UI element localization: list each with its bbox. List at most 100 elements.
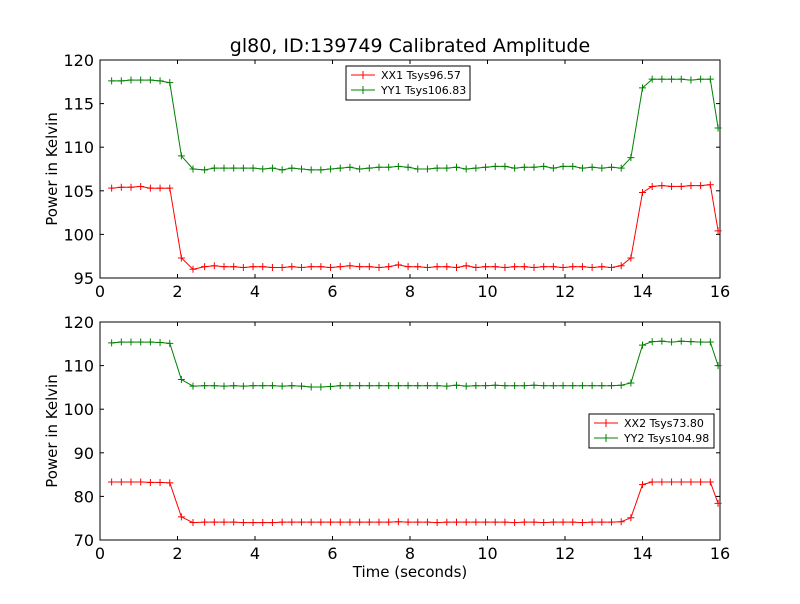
top-series-yy-point [201,166,209,174]
bottom-y-tick-label: 70 [74,531,94,550]
top-series-yy-point [177,152,185,160]
top-series-yy-point [540,162,548,170]
top-series-yy-point [443,164,451,172]
bottom-series-xx-point [668,478,676,486]
top-series-xx-point [598,263,606,271]
bottom-series-yy-point [491,381,499,389]
bottom-series-xx-point [117,478,125,486]
bottom-series-xx-point [559,518,567,526]
bottom-series-xx-point [658,478,666,486]
top-y-tick-label: 120 [63,51,94,70]
bottom-series-xx-point [598,518,606,526]
top-series-xx-point [239,264,247,272]
top-series-yy-point [166,79,174,87]
bottom-series-xx-point [137,478,145,486]
bottom-series-yy-point [298,382,305,390]
bottom-series-xx-point [298,518,305,526]
bottom-series-yy-point [588,382,596,390]
top-series-yy-point [278,166,286,174]
bottom-series-yy-point [511,382,519,390]
x-axis-label: Time (seconds) [352,563,468,581]
bottom-series-yy-point [443,382,451,390]
top-legend-box [345,65,471,101]
bottom-series-xx-point [268,519,276,527]
bottom-series-yy-point [210,382,218,390]
top-series-yy-point [156,77,164,85]
bottom-series-yy-point [617,381,625,389]
top-series-xx-point [137,182,145,190]
top-y-tick-label: 110 [63,138,94,157]
top-series-xx-point [177,254,185,262]
bottom-series-yy-point [687,338,695,346]
bottom-series-xx-point [317,518,325,526]
bottom-series-xx-point [230,518,238,526]
bottom-series-xx-point [166,479,174,487]
top-series-xx-point [530,264,538,272]
bottom-series-yy-point [530,381,538,389]
top-series-yy-point [375,163,383,171]
top-series-yy-point [307,166,315,174]
bottom-series-xx-point [511,519,519,527]
bottom-series-yy-point [375,382,383,390]
top-series-xx-point [714,227,722,235]
top-series-xx-point [433,263,441,271]
top-series-xx-point [317,263,325,271]
top-series-yy-point [414,165,422,173]
bottom-series-yy-point [249,382,257,390]
top-series-yy-point [327,165,335,173]
bottom-series-xx-point [472,518,480,526]
bottom-series-yy-point [259,382,267,390]
bottom-series-yy-point [520,382,528,390]
bottom-series-xx-point [627,514,635,522]
bottom-series-yy-point [201,382,209,390]
bottom-series-yy-point [230,382,238,390]
bottom-series-xx-point [443,518,451,526]
top-ticks: 0 2 4 6 8 10 12 14 16 95 100 105 110 115 120 [63,51,730,301]
bottom-y-axis-label: Power in Kelvin [43,374,61,488]
bottom-series-xx-point [210,518,218,526]
top-series-xx-point [146,184,154,192]
top-legend-xx1-label: XX1 Tsys96.57 [381,69,461,82]
bottom-series-yy-point [336,382,344,390]
bottom-series-yy-point [549,382,557,390]
bottom-series-yy-point [404,382,412,390]
top-series-xx-point [336,263,344,271]
bottom-series-xx-point [588,518,596,526]
bottom-series-yy-point [189,382,197,390]
bottom-ticks: 0 2 4 6 8 10 12 14 16 70 80 90 100 110 120 [63,313,730,563]
top-series-xx-point [491,263,499,271]
top-x-tick-label: 6 [327,282,337,301]
bottom-series-yy-point [608,382,615,390]
bottom-series-xx-point [220,518,228,526]
bottom-series-yy-point [569,382,577,390]
top-series-xx-point [346,262,354,270]
top-series-xx-point [697,182,705,190]
top-series-yy-point [501,162,509,170]
top-series-xx-point [658,182,666,190]
top-series-yy-point [627,154,635,162]
bottom-series-xx-point [385,518,393,526]
top-series-xx-point [278,264,286,272]
bottom-series-xx-point [423,518,431,526]
top-series-yy-point [239,164,247,172]
bottom-series-xx-point [578,519,586,527]
top-x-tick-label: 16 [710,282,730,301]
top-x-tick-label: 8 [405,282,415,301]
bottom-series-xx-point [336,518,344,526]
top-x-tick-label: 14 [632,282,652,301]
top-series-yy-point [288,164,296,172]
bottom-series-xx-point [307,518,315,526]
top-series-xx-point [559,264,567,272]
top-series-yy-point [433,164,441,172]
top-series-yy-point [578,164,586,172]
top-series-yy-point [559,162,567,170]
top-series-xx-point [404,263,412,271]
top-y-tick-label: 105 [63,182,94,201]
top-legend-yy1-label: YY1 Tsys106.83 [380,84,466,97]
bottom-series-yy-point [639,341,646,349]
top-series-xx-point [482,263,490,271]
bottom-series-xx-point [394,518,402,526]
top-series-xx-point [230,263,238,271]
bottom-series-xx-point [520,518,528,526]
top-series-yy-point [639,84,646,92]
